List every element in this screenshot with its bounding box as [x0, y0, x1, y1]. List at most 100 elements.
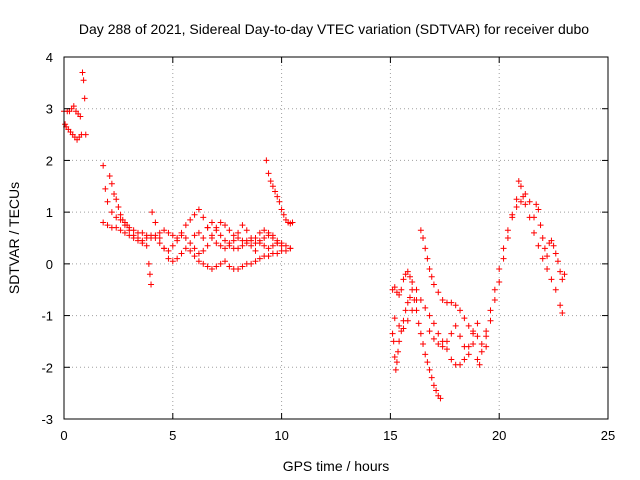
data-point [417, 227, 424, 234]
data-point [428, 374, 435, 381]
data-point [415, 320, 422, 327]
data-point [187, 216, 194, 223]
data-point [457, 361, 464, 368]
data-point [430, 382, 437, 389]
x-tick-label: 0 [60, 428, 67, 443]
data-point [478, 348, 485, 355]
data-point [428, 273, 435, 280]
gridlines [64, 57, 608, 419]
data-point [248, 235, 255, 241]
data-point [226, 263, 233, 270]
data-point [389, 330, 396, 337]
data-point [182, 245, 189, 252]
data-point [148, 281, 155, 288]
data-point [548, 237, 555, 244]
data-point [487, 317, 494, 324]
data-point [513, 196, 520, 203]
data-point [146, 271, 153, 278]
data-point [139, 237, 146, 244]
data-point [213, 224, 220, 231]
data-point [178, 232, 185, 239]
data-point [515, 178, 522, 185]
data-point [256, 229, 263, 236]
data-point [143, 242, 150, 249]
data-point [267, 178, 274, 185]
data-point [404, 317, 411, 324]
data-point [182, 222, 189, 229]
data-point [213, 263, 220, 270]
data-point [552, 286, 559, 293]
x-tick-label: 25 [601, 428, 615, 443]
data-point [420, 235, 427, 241]
data-point [217, 260, 224, 267]
data-point [280, 211, 287, 218]
data-point [448, 356, 455, 363]
data-point [113, 214, 120, 221]
series-track-i [426, 178, 566, 368]
data-point [148, 232, 155, 239]
y-tick-label: 2 [46, 153, 53, 168]
data-point [426, 366, 433, 373]
data-point [156, 229, 163, 236]
data-point [461, 356, 468, 363]
y-tick-label: 1 [46, 205, 53, 220]
data-point [517, 183, 524, 190]
x-axis-label: GPS time / hours [283, 458, 390, 474]
data-point [504, 227, 511, 234]
data-point [100, 162, 107, 169]
y-axis-label: SDTVAR / TECUs [6, 182, 22, 294]
data-point [217, 232, 224, 239]
data-point [430, 281, 437, 288]
plot-frame [63, 56, 609, 420]
data-point [62, 121, 69, 128]
data-point [396, 338, 403, 345]
data-point [200, 235, 207, 241]
data-point [235, 235, 242, 241]
data-point [130, 232, 137, 239]
data-point [79, 69, 86, 76]
data-point [261, 227, 268, 234]
data-point [439, 343, 446, 350]
data-point [272, 188, 279, 195]
data-point [191, 253, 198, 260]
data-point [435, 330, 442, 337]
data-point [239, 263, 246, 270]
data-point [278, 242, 285, 249]
data-point [535, 206, 542, 213]
chart-title: Day 288 of 2021, Sidereal Day-to-day VTE… [79, 21, 589, 37]
data-point [204, 224, 211, 231]
data-point [391, 284, 398, 291]
data-point [424, 359, 431, 366]
data-point [533, 201, 540, 208]
series-track-d [191, 219, 281, 252]
data-point [102, 185, 109, 192]
series-track-h [391, 227, 490, 350]
data-point [544, 266, 551, 273]
data-point [430, 320, 437, 327]
data-point [554, 258, 561, 265]
data-point [149, 209, 156, 216]
data-point [222, 258, 229, 265]
data-point [252, 258, 259, 265]
data-point [134, 235, 141, 241]
data-point [474, 356, 481, 363]
data-point [226, 227, 233, 234]
data-point [548, 276, 555, 283]
data-point [559, 276, 566, 283]
data-point [200, 214, 207, 221]
y-tick-label: -3 [41, 412, 53, 427]
data-point [409, 307, 416, 314]
data-point [261, 235, 268, 241]
data-point [165, 255, 172, 262]
data-point [195, 258, 202, 265]
data-point [422, 351, 429, 358]
data-point [139, 229, 146, 236]
data-point [509, 211, 516, 218]
data-point [400, 325, 407, 332]
data-point [208, 266, 215, 273]
data-point [496, 266, 503, 273]
data-point [483, 343, 490, 350]
data-point [496, 278, 503, 285]
data-point [239, 242, 246, 249]
data-point [452, 302, 459, 309]
